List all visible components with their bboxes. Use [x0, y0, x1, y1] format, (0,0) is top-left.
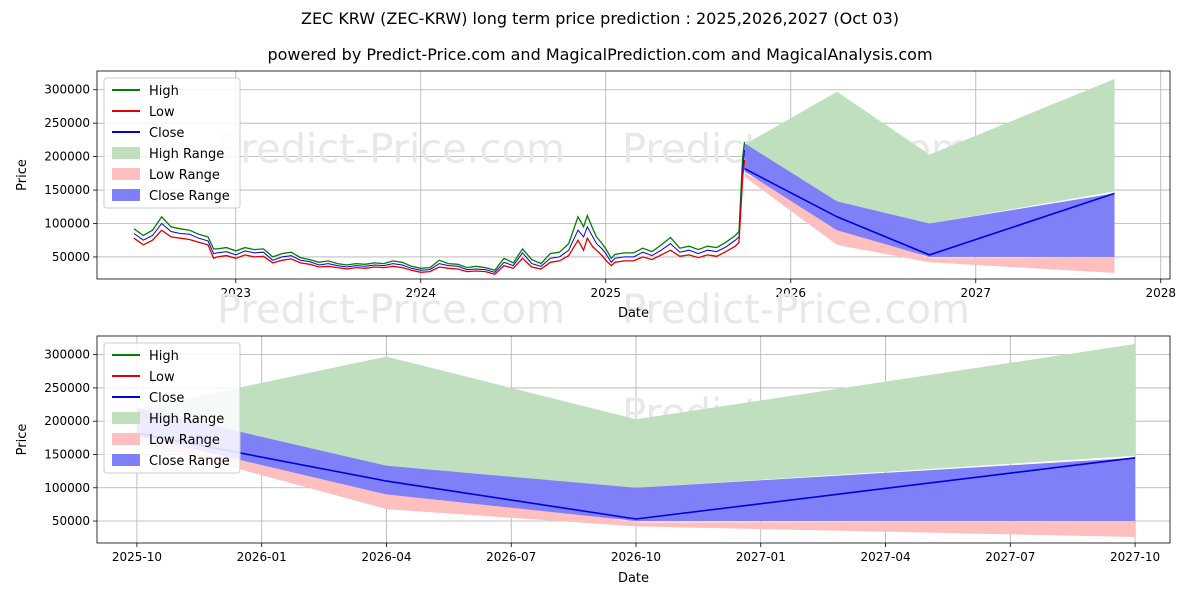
- y-axis-label: Price: [15, 424, 30, 456]
- x-tick-label: 2027-01: [736, 550, 786, 564]
- legend-label: High: [149, 84, 179, 99]
- legend: High Low Close High Range Low Range Close Ran…: [103, 342, 241, 474]
- legend-swatch: [112, 189, 140, 201]
- high-range-band: [744, 79, 1115, 224]
- chart-title: ZEC KRW (ZEC-KRW) long term price predic…: [300, 9, 899, 28]
- legend-swatch: [112, 168, 140, 180]
- y-tick-label: 300000: [44, 348, 90, 362]
- legend-swatch: [112, 147, 140, 159]
- legend: High Low Close High Range Low Range Close Ran…: [103, 77, 241, 209]
- high-series-line: [133, 141, 746, 272]
- axes-frame: [96, 335, 1171, 544]
- low-range-band: [136, 437, 1136, 537]
- legend-swatch: [112, 433, 140, 445]
- y-tick-label: 300000: [44, 83, 90, 97]
- y-tick-label: 250000: [44, 116, 90, 130]
- x-tick-label: 2024: [405, 286, 436, 300]
- plot-area: [136, 344, 1136, 537]
- x-axis-label: Date: [618, 571, 649, 586]
- legend-label: Close: [149, 391, 184, 406]
- x-tick-label: 2027: [960, 286, 991, 300]
- watermark: Predict-Price.com: [217, 127, 565, 173]
- x-tick-label: 2026: [775, 286, 806, 300]
- high-range-band: [136, 344, 1136, 488]
- x-tick-label: 2027-04: [860, 550, 910, 564]
- y-tick-label: 150000: [44, 447, 90, 461]
- y-tick-label: 250000: [44, 381, 90, 395]
- x-tick-label: 2026-04: [361, 550, 411, 564]
- y-tick-label: 100000: [44, 216, 90, 230]
- legend-label: High: [149, 349, 179, 364]
- close-range-band: [136, 407, 1136, 521]
- legend-label: Low: [149, 370, 175, 385]
- legend-label: Close: [149, 126, 184, 141]
- plot-area: [133, 79, 1115, 276]
- panel-full-history: 2023 2024 2025 2026 2027 2028 50000 100000 15000…: [15, 70, 1176, 333]
- watermark: Predict-Price.com: [622, 287, 970, 333]
- legend-swatch: [112, 412, 140, 424]
- legend-label: Close Range: [149, 189, 230, 204]
- close-forecast-line: [136, 432, 1136, 520]
- x-tick-label: 2027-10: [1110, 550, 1160, 564]
- y-tick-label: 50000: [52, 250, 90, 264]
- chart-subtitle: powered by Predict-Price.com and Magical…: [267, 45, 933, 64]
- x-tick-label: 2026-01: [237, 550, 287, 564]
- axes-frame: [96, 70, 1171, 280]
- legend-swatch: [112, 454, 140, 466]
- x-tick-label: 2028: [1145, 286, 1176, 300]
- x-axis-label: Date: [618, 306, 649, 321]
- legend-label: High Range: [149, 412, 224, 427]
- low-range-band: [744, 173, 1115, 273]
- y-tick-label: 200000: [44, 150, 90, 164]
- legend-label: Low Range: [149, 433, 220, 448]
- y-tick-label: 100000: [44, 481, 90, 495]
- close-history-line: [133, 149, 745, 273]
- y-tick-label: 200000: [44, 414, 90, 428]
- y-tick-label: 50000: [52, 514, 90, 528]
- low-series-line: [133, 159, 746, 276]
- panel-forecast-zoom: 2025-10 2026-01 2026-04 2026-07 2026-10 2027-…: [15, 335, 1171, 586]
- x-tick-label: 2026-10: [611, 550, 661, 564]
- x-tick-label: 2023: [220, 286, 251, 300]
- x-tick-label: 2027-07: [985, 550, 1035, 564]
- legend-label: Low Range: [149, 168, 220, 183]
- close-forecast-line: [744, 167, 1115, 256]
- y-tick-label: 150000: [44, 183, 90, 197]
- close-range-band: [744, 143, 1115, 257]
- legend-label: Close Range: [149, 454, 230, 469]
- x-tick-label: 2025-10: [112, 550, 162, 564]
- legend-label: Low: [149, 105, 175, 120]
- legend-label: High Range: [149, 147, 224, 162]
- watermark: Predict-Price.com: [217, 287, 565, 333]
- x-tick-label: 2025: [590, 286, 621, 300]
- x-tick-label: 2026-07: [486, 550, 536, 564]
- y-axis-label: Price: [15, 159, 30, 191]
